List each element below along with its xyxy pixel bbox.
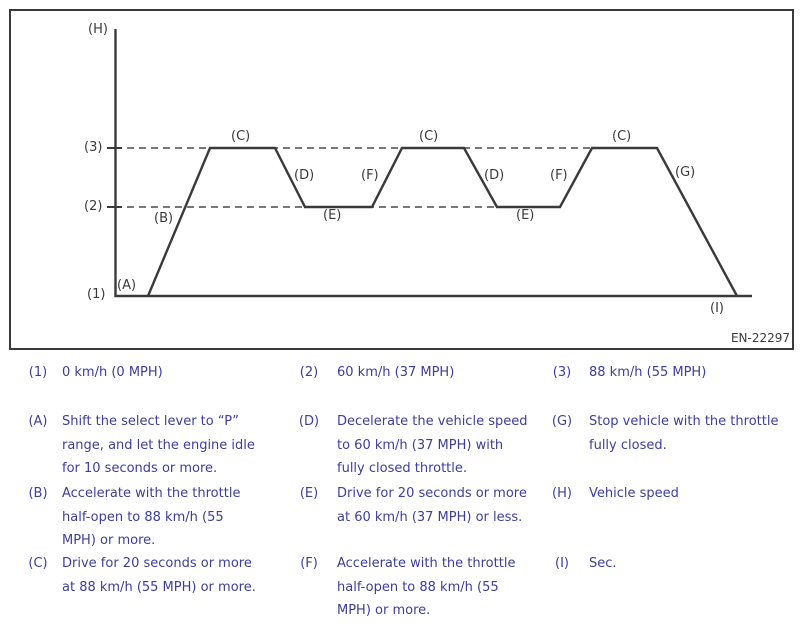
figure-code: EN-22297 [730,331,790,345]
legend-step-a-text: Shift the select lever to “P” range, and… [62,414,255,476]
legend-step-e-label: (E) [299,486,319,501]
segment-label-f-1: (F) [361,168,379,183]
legend-step-i-label: (I) [555,556,569,571]
legend-step-d-label: (D) [298,414,320,429]
segment-label-d-1: (D) [294,168,315,183]
figure-border [9,9,794,350]
legend-step-e-text: Drive for 20 seconds or more at 60 km/h … [337,486,527,525]
level-3-label: (3) [84,140,103,155]
drive-pattern-diagram [9,9,794,350]
legend-step-b-label: (B) [28,486,48,501]
legend-speed-1-text: 0 km/h (0 MPH) [62,365,163,380]
legend-speed-2-label: (2) [299,365,319,380]
legend-step-f-label: (F) [300,556,318,571]
segment-label-d-2: (D) [484,168,505,183]
legend-step-i-text: Sec. [589,556,617,571]
y-axis-label: (H) [88,22,108,37]
level-1-label: (1) [87,287,106,302]
legend-step-b-text: Accelerate with the throttle half-open t… [62,486,241,548]
x-axis-label: (I) [710,301,724,316]
legend-step-g-label: (G) [551,414,573,429]
legend-step-h-label: (H) [552,486,572,501]
segment-label-f-2: (F) [550,168,568,183]
legend-step-h-text: Vehicle speed [589,486,679,501]
legend-step-f-text: Accelerate with the throttle half-open t… [337,556,516,618]
segment-label-g: (G) [675,165,696,180]
legend-speed-2-text: 60 km/h (37 MPH) [337,365,455,380]
legend-speed-3-label: (3) [552,365,572,380]
legend-step-g-text: Stop vehicle with the throttle fully clo… [589,414,779,453]
segment-label-c-1: (C) [231,129,251,144]
speed-trace-line [146,146,739,297]
legend-step-c-label: (C) [28,556,48,571]
legend-speed-3-text: 88 km/h (55 MPH) [589,365,707,380]
segment-label-b: (B) [154,211,174,226]
segment-label-c-2: (C) [419,129,439,144]
legend-step-d-text: Decelerate the vehicle speed to 60 km/h … [337,414,528,476]
segment-label-c-3: (C) [612,129,632,144]
legend-step-c-text: Drive for 20 seconds or more at 88 km/h … [62,556,256,595]
level-2-label: (2) [84,199,103,214]
segment-label-e-2: (E) [516,208,535,223]
segment-label-a: (A) [117,278,137,293]
segment-label-e-1: (E) [323,208,342,223]
legend-step-a-label: (A) [28,414,48,429]
legend-speed-1-label: (1) [28,365,48,380]
